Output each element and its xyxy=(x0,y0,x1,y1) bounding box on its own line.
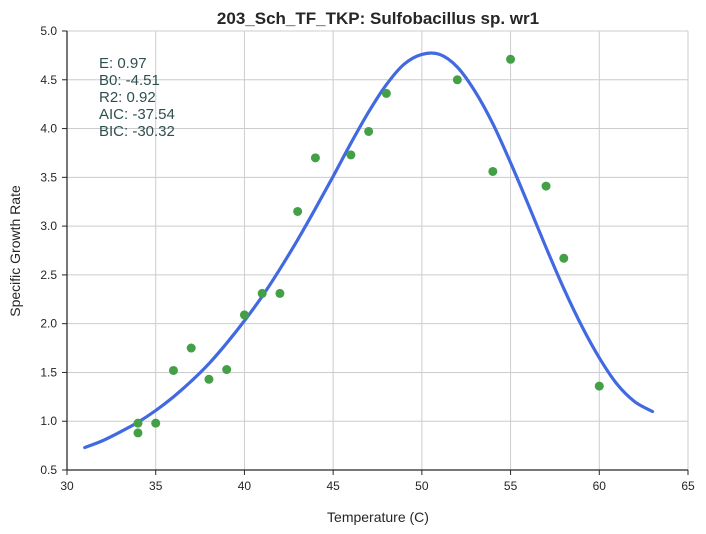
chart-title: 203_Sch_TF_TKP: Sulfobacillus sp. wr1 xyxy=(217,9,539,28)
stat-line: BIC: -30.32 xyxy=(99,123,175,140)
data-point xyxy=(346,150,356,160)
data-point xyxy=(151,418,161,428)
y-tick-label: 4.0 xyxy=(40,122,57,136)
stat-line: AIC: -37.54 xyxy=(99,106,175,123)
y-tick-label: 2.5 xyxy=(40,268,57,282)
stat-line: B0: -4.51 xyxy=(99,72,160,89)
data-point xyxy=(222,365,232,375)
data-point xyxy=(506,54,516,64)
x-tick-label: 40 xyxy=(238,479,252,493)
y-tick-label: 3.5 xyxy=(40,170,57,184)
data-point xyxy=(275,288,285,298)
x-tick-label: 60 xyxy=(593,479,607,493)
y-axis-label: Specific Growth Rate xyxy=(7,185,23,317)
y-tick-label: 1.0 xyxy=(40,414,57,428)
y-tick-label: 5.0 xyxy=(40,24,57,38)
x-axis-label: Temperature (C) xyxy=(327,509,429,525)
stat-line: R2: 0.92 xyxy=(99,89,156,106)
data-point xyxy=(168,365,178,375)
fit-curve xyxy=(83,51,655,450)
data-point xyxy=(257,288,267,298)
stat-line: E: 0.97 xyxy=(99,55,147,72)
data-point xyxy=(594,381,604,391)
x-tick-label: 45 xyxy=(326,479,340,493)
points-layer xyxy=(133,54,604,438)
y-tick-label: 4.5 xyxy=(40,73,57,87)
data-point xyxy=(239,310,249,320)
ticks: 0.5 1.0 1.5 2.0 2.5 3.0 3.5 4.0 4.5 5.0 30 35 40 45 50… xyxy=(40,24,695,493)
y-tick-label: 0.5 xyxy=(40,463,57,477)
data-point xyxy=(293,206,303,216)
axes xyxy=(66,31,688,471)
fit-layer xyxy=(83,51,655,450)
data-point xyxy=(133,418,143,428)
data-point xyxy=(381,88,391,98)
data-point xyxy=(364,126,374,136)
y-tick-label: 1.5 xyxy=(40,365,57,379)
data-point xyxy=(310,153,320,163)
x-tick-label: 55 xyxy=(504,479,518,493)
data-point xyxy=(488,166,498,176)
y-tick-label: 3.0 xyxy=(40,219,57,233)
y-tick-label: 2.0 xyxy=(40,317,57,331)
data-point xyxy=(186,343,196,353)
x-tick-label: 65 xyxy=(681,479,695,493)
data-point xyxy=(559,253,569,263)
data-point xyxy=(452,75,462,85)
x-tick-label: 30 xyxy=(60,479,74,493)
x-tick-label: 35 xyxy=(149,479,163,493)
x-tick-label: 50 xyxy=(415,479,429,493)
data-point xyxy=(133,428,143,438)
data-point xyxy=(541,181,551,191)
data-point xyxy=(204,374,214,384)
